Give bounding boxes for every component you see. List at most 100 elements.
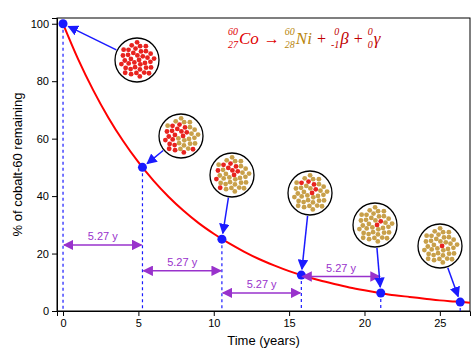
nickel-atom	[311, 177, 316, 182]
pointer-arrow	[223, 198, 229, 234]
nickel-atom	[367, 237, 372, 242]
mass-number: 60	[285, 26, 295, 37]
x-axis: 0510152025	[58, 311, 471, 329]
cobalt-atom	[123, 66, 128, 71]
atomic-number: -1	[331, 39, 339, 50]
half-life-point	[59, 19, 68, 28]
half-life-label: 5.27 y	[247, 278, 277, 290]
cobalt-atom	[138, 44, 143, 49]
cobalt-atom	[126, 61, 131, 66]
nickel-atom	[438, 239, 443, 244]
nickel-atom	[383, 220, 388, 225]
nickel-atom	[176, 136, 181, 141]
nickel-atom	[218, 181, 223, 186]
sample-circle	[115, 38, 159, 82]
y-tick-label: 60	[37, 133, 49, 145]
x-axis-title: Time (years)	[227, 333, 299, 348]
nickel-atom	[295, 191, 300, 196]
cobalt-atom	[129, 57, 134, 62]
cobalt-atom	[122, 58, 127, 63]
x-tick-mark	[440, 311, 441, 316]
cobalt-atom	[310, 191, 315, 196]
nickel-atom	[381, 209, 386, 214]
cobalt-atom	[232, 173, 237, 178]
nickel-atom	[244, 180, 249, 185]
x-tick-label: 10	[208, 317, 220, 329]
x-tick-mark	[214, 311, 215, 316]
cobalt-atom	[129, 72, 134, 77]
nickel-atom	[243, 174, 248, 179]
sample-illustration	[418, 224, 462, 268]
half-life-point	[138, 163, 147, 172]
nickel-atom	[390, 221, 395, 226]
x-tick: 10	[208, 311, 220, 329]
nickel-atom	[182, 143, 187, 148]
nickel-atom	[216, 162, 221, 167]
nickel-atom	[386, 224, 391, 229]
nickel-atom	[232, 189, 237, 194]
x-tick-mark	[364, 311, 365, 316]
nickel-atom	[196, 132, 201, 137]
cobalt-atom	[144, 65, 149, 70]
nickel-atom	[189, 131, 194, 136]
cobalt-atom	[228, 161, 233, 166]
nickel-atom	[436, 232, 441, 237]
cobalt-atom	[129, 43, 134, 48]
mass-number: 0	[334, 26, 339, 37]
nickel-atom	[317, 198, 322, 203]
pointer-arrow	[68, 26, 116, 49]
y-tick-mark	[52, 81, 57, 82]
nickel-atom	[455, 242, 460, 247]
cobalt-atom	[172, 143, 177, 148]
nickel-atom	[308, 186, 313, 191]
nickel-atom	[217, 173, 222, 178]
nickel-atom	[227, 175, 232, 180]
plot-frame	[57, 18, 470, 311]
nickel-atom	[366, 232, 371, 237]
nickel-atom	[292, 195, 297, 200]
cobalt-atom	[230, 168, 235, 173]
x-tick: 0	[60, 311, 66, 329]
cobalt-atom	[191, 147, 196, 152]
y-tick-label: 80	[37, 75, 49, 87]
cobalt-atom	[175, 127, 180, 132]
nickel-atom	[321, 184, 326, 189]
cobalt-atom	[148, 59, 153, 64]
drop-line	[62, 24, 63, 311]
element-symbol: γ	[374, 29, 382, 48]
x-tick-label: 0	[60, 317, 66, 329]
x-tick: 20	[359, 311, 371, 329]
sample-circle	[353, 203, 397, 247]
cobalt-atom	[131, 51, 136, 56]
nickel-atom	[447, 251, 452, 256]
y-tick: 20	[37, 248, 57, 260]
nickel-atom	[165, 123, 170, 128]
x-axis-line	[58, 312, 471, 317]
nickel-atom	[442, 235, 447, 240]
nickel-atom	[223, 182, 228, 187]
x-tick: 15	[283, 311, 295, 329]
cobalt-atom	[149, 65, 154, 70]
nickel-atom	[376, 209, 381, 214]
cobalt-atom	[152, 56, 157, 61]
nickel-atom	[376, 227, 381, 232]
cobalt-atom	[144, 49, 149, 54]
nickel-atom	[364, 212, 369, 217]
cobalt-atom	[145, 55, 150, 60]
nickel-atom	[173, 119, 178, 124]
cobalt-atom	[181, 150, 186, 155]
half-life-point	[376, 289, 385, 298]
sample-circle	[418, 224, 462, 268]
cobalt-atom	[216, 168, 221, 173]
cobalt-atom	[137, 74, 142, 79]
element-symbol: β	[339, 29, 349, 48]
pointer-arrow	[302, 216, 308, 269]
nickel-atom	[432, 258, 437, 263]
y-tick-mark	[52, 311, 57, 312]
sample-illustration	[288, 171, 332, 215]
nickel-atom	[322, 198, 327, 203]
cobalt-atom	[135, 53, 140, 58]
cobalt-atom	[137, 58, 142, 63]
nickel-atom	[447, 235, 452, 240]
nickel-atom	[233, 177, 238, 182]
